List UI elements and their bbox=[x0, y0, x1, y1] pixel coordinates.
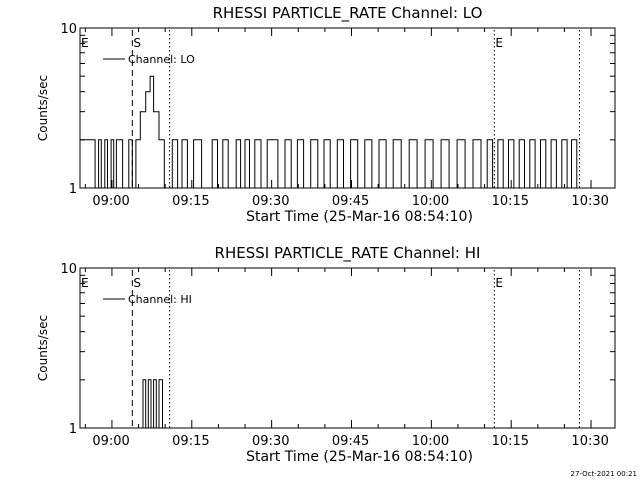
chart-panel: RHESSI PARTICLE_RATE Channel: HI Start Ti… bbox=[36, 244, 616, 465]
x-tick-label: 10:30 bbox=[571, 194, 608, 209]
event-marker-label: E bbox=[495, 276, 503, 290]
event-marker-label: S bbox=[133, 36, 141, 50]
event-marker-label: S bbox=[133, 276, 141, 290]
x-tick-label: 09:15 bbox=[172, 194, 209, 209]
x-tick-label: 09:45 bbox=[332, 434, 369, 449]
x-axis-label: Start Time (25-Mar-16 08:54:10) bbox=[246, 209, 473, 225]
y-axis-label: Counts/sec bbox=[36, 315, 50, 381]
legend-label: Channel: HI bbox=[128, 293, 192, 306]
y-tick-label: 10 bbox=[60, 262, 77, 277]
x-tick-label: 10:00 bbox=[412, 434, 449, 449]
x-tick-label: 10:15 bbox=[492, 194, 529, 209]
series-line bbox=[80, 75, 581, 189]
x-tick-label: 09:30 bbox=[252, 194, 289, 209]
plot-frame bbox=[79, 267, 616, 429]
x-tick-label: 09:00 bbox=[92, 434, 129, 449]
chart-panel: RHESSI PARTICLE_RATE Channel: LO Start Ti… bbox=[36, 4, 616, 225]
x-axis-label: Start Time (25-Mar-16 08:54:10) bbox=[246, 449, 473, 465]
x-tick-label: 09:00 bbox=[92, 194, 129, 209]
x-tick-label: 09:30 bbox=[252, 434, 289, 449]
chart-title: RHESSI PARTICLE_RATE Channel: HI bbox=[215, 244, 481, 263]
event-marker-label: E bbox=[81, 36, 89, 50]
legend-label: Channel: LO bbox=[128, 53, 195, 66]
chart-title: RHESSI PARTICLE_RATE Channel: LO bbox=[213, 4, 483, 23]
timestamp-stamp: 27-Oct-2021 00:21 bbox=[571, 470, 637, 478]
x-tick-label: 10:15 bbox=[492, 434, 529, 449]
y-tick-label: 1 bbox=[69, 182, 77, 197]
x-tick-label: 09:45 bbox=[332, 194, 369, 209]
x-tick-label: 10:30 bbox=[571, 434, 608, 449]
y-axis-label: Counts/sec bbox=[36, 75, 50, 141]
series-line bbox=[140, 379, 167, 429]
y-tick-label: 1 bbox=[69, 422, 77, 437]
y-tick-label: 10 bbox=[60, 22, 77, 37]
event-marker-label: E bbox=[495, 36, 503, 50]
x-tick-label: 10:00 bbox=[412, 194, 449, 209]
x-tick-label: 09:15 bbox=[172, 434, 209, 449]
event-marker-label: E bbox=[81, 276, 89, 290]
